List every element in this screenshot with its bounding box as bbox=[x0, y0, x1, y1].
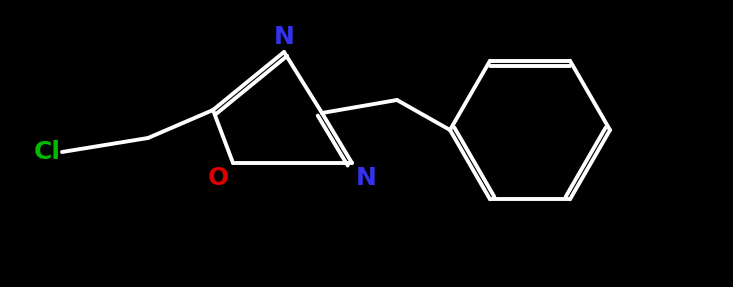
Text: N: N bbox=[273, 25, 295, 49]
Text: Cl: Cl bbox=[34, 140, 61, 164]
Text: O: O bbox=[208, 166, 229, 190]
Text: N: N bbox=[356, 166, 377, 190]
